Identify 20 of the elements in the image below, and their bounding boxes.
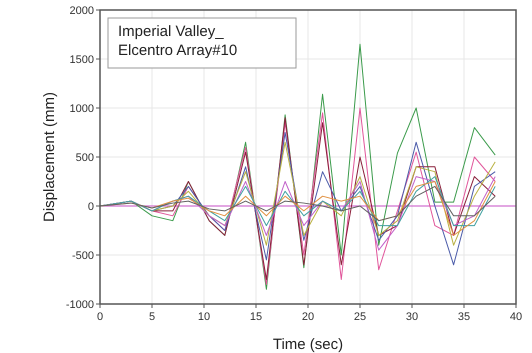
y-tick-label: 2000 [70,5,94,17]
y-tick-label: -1000 [66,299,94,311]
y-tick-label: 1000 [70,103,94,115]
x-tick-label: 30 [406,311,418,323]
y-tick-label: -500 [72,250,94,262]
x-tick-label: 40 [510,311,522,323]
x-tick-label: 35 [458,311,470,323]
y-tick-label: 500 [76,152,94,164]
x-tick-label: 15 [250,311,262,323]
x-tick-label: 5 [148,311,156,323]
x-axis-title: Time (sec) [272,336,344,353]
x-tick-label: 25 [354,311,366,323]
y-tick-label: 0 [88,201,94,213]
x-tick-label: 10 [198,311,210,323]
y-tick-label: 1500 [70,54,94,66]
annotation: Imperial Valley_ Elcentro Array#10 [118,23,238,59]
x-tick-label: 20 [302,311,314,323]
line-series [100,176,496,226]
y-axis-title: Displacement (mm) [41,92,58,222]
x-tick-label: 0 [96,311,104,323]
